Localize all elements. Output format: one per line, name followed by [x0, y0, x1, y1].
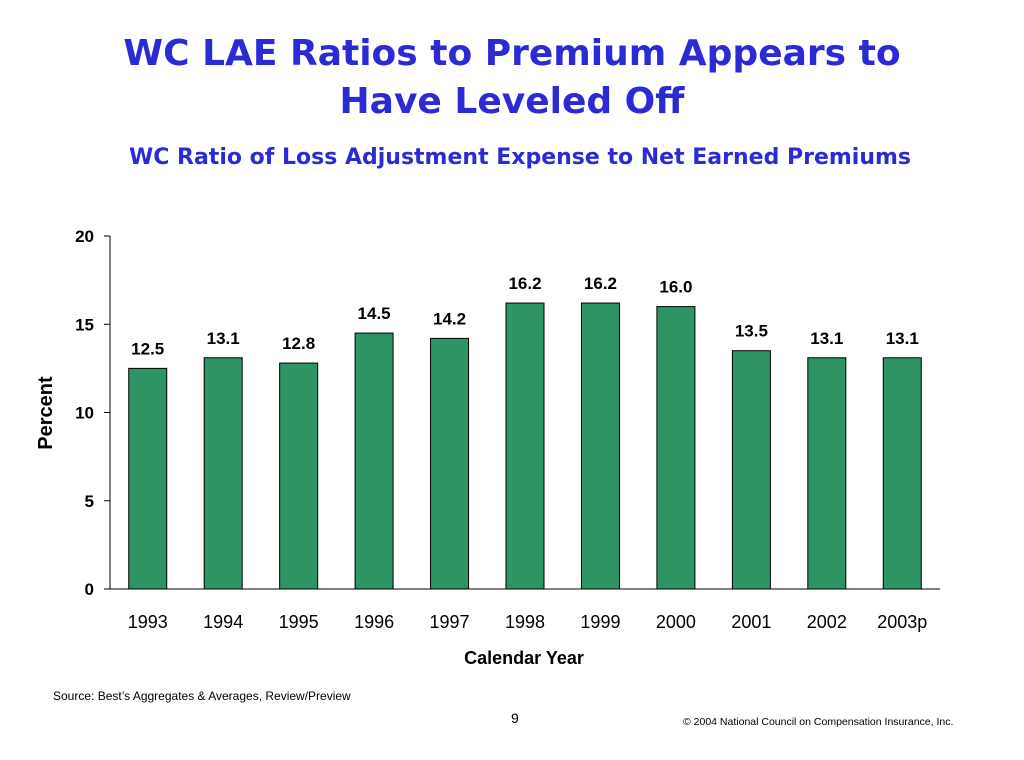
bar-value-label: 14.2 — [433, 309, 466, 328]
x-tick-label: 2000 — [656, 612, 696, 632]
bar — [354, 332, 394, 590]
slide-title-line-2: Have Leveled Off — [339, 81, 685, 122]
bar-value-label: 12.5 — [131, 339, 164, 358]
x-tick-label: 1995 — [279, 612, 319, 632]
bar — [505, 302, 545, 590]
copyright-notice: © 2004 National Council on Compensation … — [683, 716, 954, 728]
page-number: 9 — [511, 710, 519, 726]
bar-value-label: 16.2 — [584, 274, 617, 293]
slide-title-line-1: WC LAE Ratios to Premium Appears to — [123, 33, 901, 74]
bar — [882, 357, 922, 590]
y-tick-label: 5 — [85, 492, 94, 511]
y-tick-label: 20 — [75, 227, 94, 246]
x-tick-label: 1997 — [430, 612, 470, 632]
x-axis-title: Calendar Year — [464, 648, 584, 668]
y-tick-label: 15 — [75, 315, 94, 334]
bars-layer — [128, 302, 922, 590]
slide-title: WC LAE Ratios to Premium Appears to Have… — [0, 30, 1024, 126]
bar-value-label: 12.8 — [282, 334, 315, 353]
bar — [203, 357, 243, 590]
bar — [731, 350, 771, 590]
bar — [580, 302, 620, 590]
bar-value-label: 13.1 — [207, 329, 240, 348]
x-tick-label: 1993 — [128, 612, 168, 632]
x-tick-label: 1996 — [354, 612, 394, 632]
labels-layer: 0 5 10 15 20 12.5 1993 13.1 1994 12.8 1995 14.5 1996… — [75, 227, 927, 632]
chart-title: WC Ratio of Loss Adjustment Expense to N… — [128, 145, 912, 170]
bar — [279, 362, 319, 590]
bar-value-label: 13.1 — [886, 329, 919, 348]
x-tick-label: 1999 — [580, 612, 620, 632]
y-axis-title: Percent — [35, 376, 57, 450]
bar-value-label: 16.2 — [508, 274, 541, 293]
x-tick-label: 2003p — [877, 612, 927, 632]
bar-value-label: 13.1 — [810, 329, 843, 348]
bar — [807, 357, 847, 590]
bar — [430, 337, 470, 590]
x-tick-label: 2001 — [731, 612, 771, 632]
bar — [128, 367, 168, 590]
bar-value-label: 13.5 — [735, 322, 768, 341]
bar-value-label: 16.0 — [659, 278, 692, 297]
bar-value-label: 14.5 — [358, 304, 391, 323]
y-tick-label: 0 — [85, 580, 94, 599]
bar — [656, 306, 696, 590]
x-tick-label: 2002 — [807, 612, 847, 632]
y-tick-label: 10 — [75, 404, 94, 423]
x-tick-label: 1998 — [505, 612, 545, 632]
x-tick-label: 1994 — [203, 612, 243, 632]
source-note: Source: Best’s Aggregates & Averages, Re… — [53, 689, 351, 703]
axes-layer — [104, 235, 940, 590]
